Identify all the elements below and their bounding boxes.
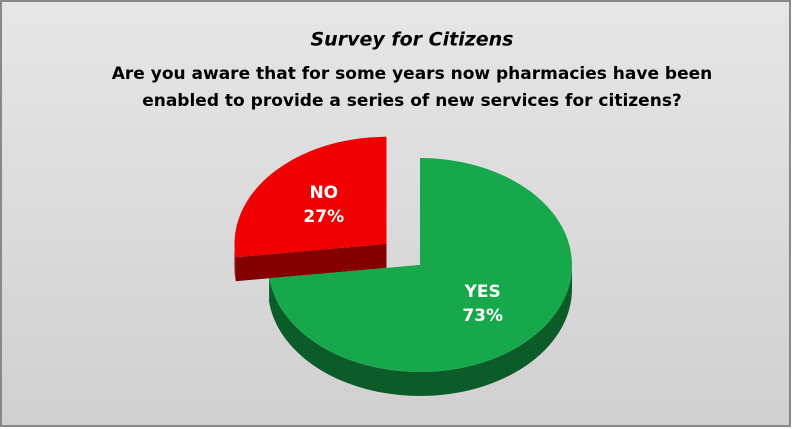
chart-title: Survey for Citizens [311, 29, 514, 51]
slice-side [235, 243, 387, 282]
slice-side [234, 243, 236, 282]
chart-subtitle: enabled to provide a series of new servi… [142, 91, 682, 111]
slice-label: NO [309, 183, 338, 203]
chart-subtitle: Are you aware that for some years now ph… [112, 64, 712, 84]
slice-label: YES [464, 282, 501, 302]
data-label: 73% [462, 306, 503, 326]
slice-side [269, 265, 572, 396]
data-label: 27% [303, 207, 344, 227]
slice [234, 136, 387, 258]
slice [269, 158, 573, 372]
